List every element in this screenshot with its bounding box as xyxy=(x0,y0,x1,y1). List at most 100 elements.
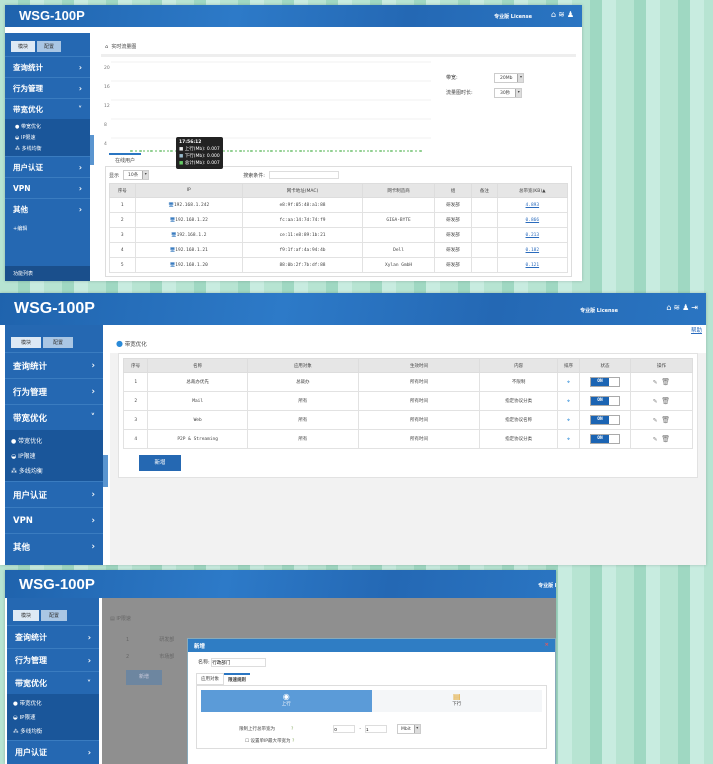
per-ip-checkbox[interactable]: ☐ xyxy=(245,739,250,744)
traffic-point[interactable] xyxy=(350,150,352,152)
column-header[interactable]: IP xyxy=(134,183,243,198)
license-label[interactable]: 专业版 License xyxy=(538,583,556,589)
delete-icon[interactable]: 🗑 xyxy=(661,397,671,405)
menu-user-auth[interactable]: 用户认证 › xyxy=(5,156,90,177)
status-toggle[interactable]: ON xyxy=(589,415,620,425)
submenu-multiline[interactable]: ⁂ 多线均衡 xyxy=(15,146,42,152)
edit-icon[interactable]: ✎ xyxy=(652,378,662,386)
traffic-point[interactable] xyxy=(340,150,342,152)
submenu-ip-limit[interactable]: ◒ IP限速 xyxy=(13,715,36,721)
traffic-point[interactable] xyxy=(390,150,392,152)
menu-behavior[interactable]: 行为管理 › xyxy=(5,378,103,404)
traffic-point[interactable] xyxy=(160,150,162,152)
upload-tab[interactable]: ◉ 上行 xyxy=(201,690,372,712)
traffic-point[interactable] xyxy=(280,150,282,152)
column-header[interactable]: 序号 xyxy=(109,183,136,198)
unit-select[interactable]: Mbit ▾ xyxy=(397,724,421,734)
bandwidth-link[interactable]: 0.121 xyxy=(525,262,540,268)
submenu-multiline[interactable]: ⁂ 多线均衡 xyxy=(13,729,43,735)
menu-bandwidth[interactable]: 带宽优化 ˅ xyxy=(7,671,99,694)
bandwidth-link[interactable]: 4.893 xyxy=(525,202,540,208)
home-icon[interactable]: ⌂ xyxy=(105,44,109,50)
bandwidth-link[interactable]: 0.866 xyxy=(525,217,540,223)
submenu-bandwidth-opt[interactable]: ● 带宽优化 xyxy=(11,438,43,445)
tab-module[interactable]: 模块 xyxy=(13,610,40,621)
menu-bandwidth[interactable]: 带宽优化 ˅ xyxy=(5,404,103,430)
delete-icon[interactable]: 🗑 xyxy=(661,435,671,443)
traffic-point[interactable] xyxy=(300,150,302,152)
bandwidth-select[interactable]: 20Mb ▾ xyxy=(494,73,525,83)
help-icon[interactable]: ? xyxy=(291,726,294,732)
column-header[interactable]: 网卡地址(MAC) xyxy=(241,183,364,198)
tab-limit-rule[interactable]: 限速规则 xyxy=(224,673,250,685)
duration-select[interactable]: 30秒 ▾ xyxy=(494,88,523,98)
traffic-point[interactable] xyxy=(410,150,412,152)
move-icon[interactable]: ✥ xyxy=(567,417,570,423)
traffic-point[interactable] xyxy=(270,150,272,152)
menu-user-auth[interactable]: 用户认证 › xyxy=(5,481,103,507)
user-icon[interactable]: ♟ xyxy=(566,10,576,19)
submenu-ip-limit[interactable]: ◒ IP限速 xyxy=(11,453,36,460)
menu-other[interactable]: 其他 › xyxy=(5,198,90,219)
submenu-bandwidth-opt[interactable]: ● 带宽优化 xyxy=(15,124,41,130)
traffic-point[interactable] xyxy=(400,150,402,152)
column-header[interactable]: 备注 xyxy=(471,183,498,198)
help-link[interactable]: 帮助 xyxy=(690,328,702,334)
traffic-point[interactable] xyxy=(240,150,242,152)
column-header[interactable]: 组 xyxy=(433,183,473,198)
traffic-point[interactable] xyxy=(330,150,332,152)
edit-icon[interactable]: ✎ xyxy=(652,397,662,405)
menu-other[interactable]: 其他 › xyxy=(5,533,103,559)
status-toggle[interactable]: ON xyxy=(589,434,620,444)
close-icon[interactable]: × xyxy=(544,642,549,648)
delete-icon[interactable]: 🗑 xyxy=(661,416,671,424)
download-tab[interactable]: ▤ 下行 xyxy=(371,690,542,712)
tab-module[interactable]: 模块 xyxy=(11,41,36,52)
traffic-point[interactable] xyxy=(290,150,292,152)
traffic-point[interactable] xyxy=(360,150,362,152)
submenu-bandwidth-opt[interactable]: ● 带宽优化 xyxy=(13,701,42,707)
menu-bandwidth[interactable]: 带宽优化 ˅ xyxy=(5,98,90,119)
page-size-select[interactable]: 10条 ▾ xyxy=(123,170,150,180)
traffic-point[interactable] xyxy=(370,150,372,152)
edit-icon[interactable]: ✎ xyxy=(652,435,662,443)
tab-config[interactable]: 配置 xyxy=(37,41,62,52)
logout-icon[interactable]: ⇥ xyxy=(691,303,700,312)
traffic-point[interactable] xyxy=(420,150,422,152)
max-input[interactable] xyxy=(365,725,388,733)
menu-query-stats[interactable]: 查询统计 › xyxy=(5,56,90,77)
traffic-point[interactable] xyxy=(310,150,312,152)
min-input[interactable] xyxy=(333,725,356,733)
tab-apply-object[interactable]: 应用对象 xyxy=(196,673,224,685)
status-toggle[interactable]: ON xyxy=(589,396,620,406)
status-toggle[interactable]: ON xyxy=(589,377,620,387)
wifi-icon[interactable]: ≋ xyxy=(673,303,683,312)
submenu-multiline[interactable]: ⁂ 多线均衡 xyxy=(11,468,43,475)
menu-vpn[interactable]: VPN › xyxy=(5,177,90,198)
column-header[interactable]: 总带宽(KB)▲ xyxy=(496,183,569,198)
add-button[interactable]: 新增 xyxy=(139,455,181,471)
traffic-point[interactable] xyxy=(130,150,132,152)
help-icon[interactable]: ? xyxy=(291,739,295,744)
delete-icon[interactable]: 🗑 xyxy=(661,378,671,386)
wifi-icon[interactable]: ≋ xyxy=(558,10,567,19)
sidebar-collapse-handle[interactable] xyxy=(90,135,94,165)
tab-module[interactable]: 模块 xyxy=(11,337,42,348)
edit-icon[interactable]: ✎ xyxy=(652,416,662,424)
tab-config[interactable]: 配置 xyxy=(43,337,74,348)
tab-config[interactable]: 配置 xyxy=(41,610,68,621)
move-icon[interactable]: ✥ xyxy=(567,379,570,385)
home-icon[interactable]: ⌂ xyxy=(551,10,559,19)
move-icon[interactable]: ✥ xyxy=(567,436,570,442)
license-label[interactable]: 专业版 License xyxy=(494,14,532,20)
menu-behavior[interactable]: 行为管理 › xyxy=(5,77,90,98)
user-icon[interactable]: ♟ xyxy=(682,303,692,312)
traffic-point[interactable] xyxy=(140,150,142,152)
traffic-point[interactable] xyxy=(230,150,232,152)
license-label[interactable]: 专业版 License xyxy=(580,308,618,314)
menu-user-auth[interactable]: 用户认证 › xyxy=(7,740,99,763)
edit-link[interactable]: +编辑 xyxy=(13,226,28,232)
bandwidth-link[interactable]: 0.213 xyxy=(525,232,540,238)
traffic-point[interactable] xyxy=(260,150,262,152)
menu-query-stats[interactable]: 查询统计 › xyxy=(7,625,99,648)
